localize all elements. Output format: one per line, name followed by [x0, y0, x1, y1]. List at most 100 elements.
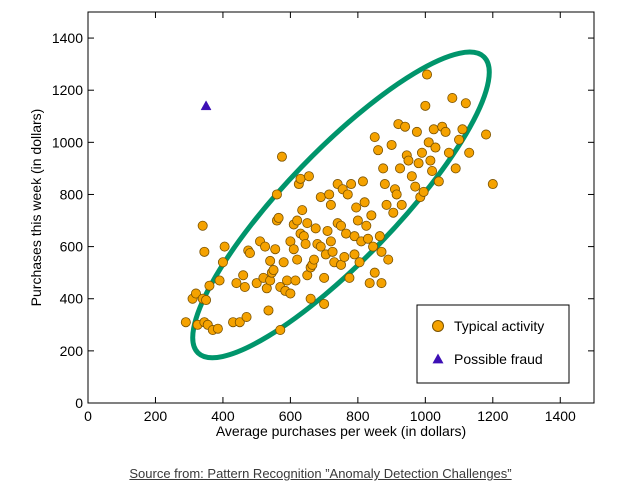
point-typical-activity	[413, 158, 424, 169]
point-typical-activity	[271, 189, 282, 200]
point-typical-activity	[430, 142, 441, 153]
point-typical-activity	[403, 155, 414, 166]
point-typical-activity	[411, 126, 422, 137]
point-typical-activity	[357, 176, 368, 187]
point-typical-activity	[244, 248, 255, 259]
legend: Typical activity Possible fraud	[416, 304, 570, 384]
point-typical-activity	[263, 305, 274, 316]
point-typical-activity	[464, 147, 475, 158]
legend-label-typical-activity: Typical activity	[454, 318, 544, 334]
normal-region-ellipse	[190, 49, 492, 361]
point-typical-activity	[383, 254, 394, 265]
point-typical-activity	[273, 212, 284, 223]
point-typical-activity	[374, 231, 385, 242]
point-typical-activity	[288, 244, 299, 255]
point-typical-activity	[410, 181, 421, 192]
point-typical-activity	[369, 132, 380, 143]
x-tick-label: 1200	[477, 408, 508, 424]
point-typical-activity	[268, 265, 279, 276]
point-typical-activity	[391, 189, 402, 200]
point-typical-activity	[319, 272, 330, 283]
point-typical-activity	[352, 215, 363, 226]
point-typical-activity	[349, 249, 360, 260]
point-typical-activity	[275, 325, 286, 336]
point-typical-activity	[443, 147, 454, 158]
point-typical-activity	[204, 280, 215, 291]
point-typical-activity	[381, 199, 392, 210]
legend-marker-typical-activity	[432, 320, 444, 332]
point-typical-activity	[376, 278, 387, 289]
point-typical-activity	[428, 124, 439, 135]
point-typical-activity	[212, 323, 223, 334]
point-typical-activity	[199, 246, 210, 257]
point-typical-activity	[239, 282, 250, 293]
point-typical-activity	[457, 124, 468, 135]
x-tick-label: 200	[144, 408, 168, 424]
point-typical-activity	[427, 166, 438, 177]
point-typical-activity	[362, 233, 373, 244]
point-typical-activity	[339, 252, 350, 263]
point-typical-activity	[346, 179, 357, 190]
legend-box	[416, 304, 570, 384]
point-typical-activity	[201, 295, 212, 306]
point-typical-activity	[270, 244, 281, 255]
point-typical-activity	[335, 220, 346, 231]
point-typical-activity	[373, 145, 384, 156]
point-typical-activity	[361, 220, 372, 231]
point-typical-activity	[378, 163, 389, 174]
y-tick-label: 1200	[52, 82, 83, 98]
point-typical-activity	[423, 137, 434, 148]
legend-label-possible-fraud: Possible fraud	[454, 351, 543, 367]
y-tick-label: 600	[60, 239, 84, 255]
point-typical-activity	[418, 186, 429, 197]
point-typical-activity	[388, 207, 399, 218]
point-typical-activity	[190, 288, 201, 299]
point-typical-activity	[354, 257, 365, 268]
point-typical-activity	[260, 241, 271, 252]
point-typical-activity	[310, 223, 321, 234]
point-typical-activity	[319, 298, 330, 309]
point-typical-activity	[265, 255, 276, 266]
point-typical-activity	[395, 163, 406, 174]
x-tick-label: 0	[84, 408, 92, 424]
point-typical-activity	[376, 246, 387, 257]
point-typical-activity	[420, 100, 431, 111]
point-typical-activity	[400, 121, 411, 132]
y-tick-label: 0	[75, 395, 83, 411]
point-typical-activity	[278, 257, 289, 268]
scatter-chart: 0 200 400 600 800 1000 1200 1400 0 200 400 600 800 10…	[28, 11, 595, 439]
point-typical-activity	[251, 278, 262, 289]
y-tick-label: 400	[60, 291, 84, 307]
point-typical-activity	[422, 69, 433, 80]
y-tick-label: 200	[60, 343, 84, 359]
point-typical-activity	[297, 205, 308, 216]
point-typical-activity	[487, 179, 498, 190]
source-link[interactable]: Source from: Pattern Recognition ”Anomal…	[129, 466, 512, 481]
point-typical-activity	[315, 192, 326, 203]
point-typical-activity	[292, 215, 303, 226]
point-typical-activity	[290, 275, 301, 286]
point-typical-activity	[406, 171, 417, 182]
point-typical-activity	[425, 155, 436, 166]
point-typical-activity	[349, 231, 360, 242]
x-tick-label: 800	[346, 408, 370, 424]
point-typical-activity	[396, 199, 407, 210]
y-tick-label: 800	[60, 186, 84, 202]
point-typical-activity	[217, 257, 228, 268]
point-typical-activity	[481, 129, 492, 140]
y-tick-label: 1400	[52, 30, 83, 46]
point-typical-activity	[325, 236, 336, 247]
point-typical-activity	[368, 241, 379, 252]
point-typical-activity	[447, 93, 458, 104]
point-possible-fraud	[200, 100, 212, 111]
x-tick-label: 400	[211, 408, 235, 424]
point-typical-activity	[416, 147, 427, 158]
plot-frame	[87, 11, 595, 404]
x-axis-label: Average purchases per week (in dollars)	[216, 423, 466, 439]
legend-marker-possible-fraud	[432, 353, 444, 364]
point-typical-activity	[325, 199, 336, 210]
point-typical-activity	[364, 278, 375, 289]
point-typical-activity	[234, 317, 245, 328]
point-typical-activity	[300, 238, 311, 249]
point-typical-activity	[276, 151, 287, 162]
